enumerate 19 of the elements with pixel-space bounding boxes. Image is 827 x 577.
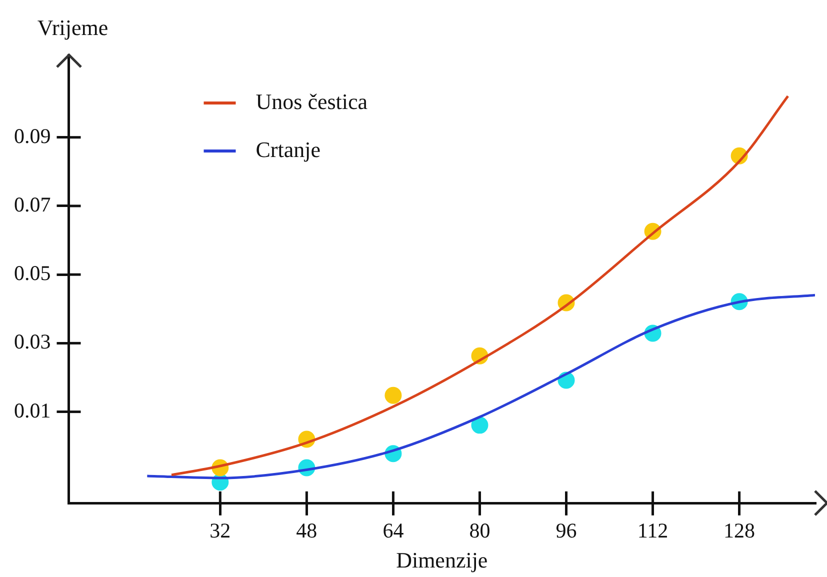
point [384, 386, 402, 404]
x-tick-label: 112 [637, 518, 668, 543]
y-tick-label: 0.01 [14, 398, 51, 422]
y-tick-label: 0.05 [14, 261, 51, 286]
x-tick-label: 96 [556, 518, 577, 543]
legend-label: Unos čestica [256, 88, 368, 114]
y-tick-label: 0.07 [14, 192, 51, 216]
x-tick-label: 32 [210, 518, 231, 543]
x-tick-label: 80 [469, 518, 490, 543]
x-tick-label: 64 [382, 518, 404, 543]
x-tick-label: 128 [724, 518, 756, 543]
y-tick-label: 0.09 [14, 124, 51, 148]
x-tick-label: 48 [296, 518, 318, 543]
legend-label: Crtanje [256, 136, 321, 162]
line-series [170, 94, 790, 476]
point [471, 416, 488, 434]
y-tick-label: 0.03 [14, 330, 51, 354]
x-axis-title: Dimenzije [396, 548, 488, 573]
y-axis-title: Vrijeme [37, 14, 108, 40]
